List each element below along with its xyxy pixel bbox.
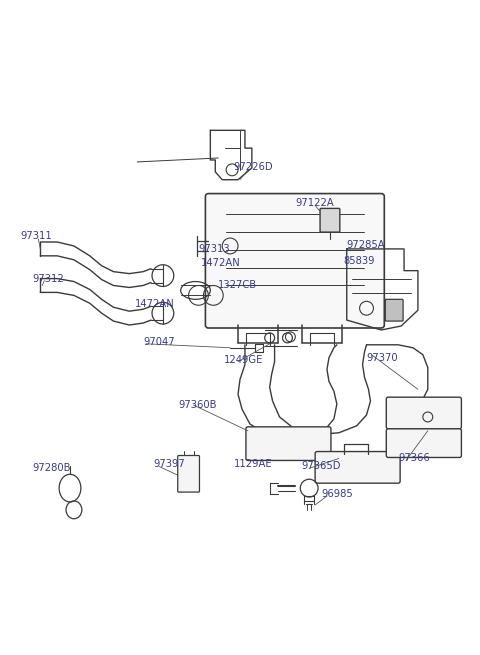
Text: 1472AN: 1472AN bbox=[201, 258, 240, 268]
FancyBboxPatch shape bbox=[320, 208, 340, 232]
Text: 97360B: 97360B bbox=[179, 400, 217, 410]
Text: 1472AN: 1472AN bbox=[135, 299, 175, 309]
Text: 1327CB: 1327CB bbox=[218, 280, 257, 290]
Text: 97047: 97047 bbox=[143, 337, 175, 347]
Text: 1249GE: 1249GE bbox=[224, 354, 264, 365]
Text: 96985: 96985 bbox=[321, 489, 353, 499]
Text: 1129AE: 1129AE bbox=[234, 459, 273, 470]
Text: 97285A: 97285A bbox=[347, 240, 385, 250]
Text: 97226D: 97226D bbox=[233, 162, 273, 172]
Text: 97366: 97366 bbox=[398, 453, 430, 464]
Text: 97311: 97311 bbox=[21, 231, 52, 241]
FancyBboxPatch shape bbox=[205, 194, 384, 328]
FancyBboxPatch shape bbox=[386, 429, 461, 457]
FancyBboxPatch shape bbox=[246, 427, 331, 460]
Text: 97280B: 97280B bbox=[33, 463, 71, 474]
Text: 97312: 97312 bbox=[33, 274, 64, 284]
Text: 85839: 85839 bbox=[344, 256, 375, 266]
FancyBboxPatch shape bbox=[385, 299, 403, 321]
FancyBboxPatch shape bbox=[315, 451, 400, 483]
Text: 97397: 97397 bbox=[153, 459, 185, 470]
Text: 97122A: 97122A bbox=[295, 198, 334, 208]
Text: 97313: 97313 bbox=[199, 244, 230, 254]
Text: 97365D: 97365D bbox=[301, 461, 341, 472]
FancyBboxPatch shape bbox=[386, 397, 461, 429]
FancyBboxPatch shape bbox=[178, 455, 200, 492]
Text: 97370: 97370 bbox=[367, 352, 398, 363]
